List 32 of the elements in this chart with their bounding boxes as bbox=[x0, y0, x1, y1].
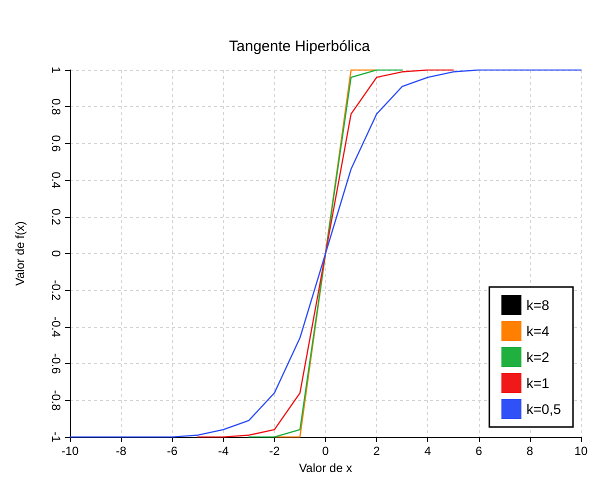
x-tick-label: 8 bbox=[526, 444, 534, 458]
x-tick-label: -8 bbox=[116, 444, 127, 458]
line-series bbox=[197, 69, 454, 438]
line-series bbox=[248, 69, 403, 438]
legend-label: k=8 bbox=[526, 297, 550, 313]
x-tick-label: 4 bbox=[424, 444, 432, 458]
y-tick-label: 0.2 bbox=[49, 208, 63, 226]
y-tick-label: -0.8 bbox=[49, 390, 63, 411]
legend-label: k=4 bbox=[526, 323, 550, 339]
y-tick-label: 0.4 bbox=[49, 172, 63, 189]
y-tick-label: -0.2 bbox=[49, 280, 63, 301]
y-tick-label: 0 bbox=[49, 250, 63, 258]
legend-label: k=0,5 bbox=[526, 401, 562, 417]
chart-title: Tangente Hiperbólica bbox=[229, 38, 371, 55]
x-axis-title: Valor de x bbox=[298, 460, 352, 475]
x-tick-label: 0 bbox=[322, 444, 330, 458]
x-tick-label: -10 bbox=[61, 444, 79, 458]
x-tick-label: 6 bbox=[475, 444, 482, 458]
x-tick-label: -4 bbox=[218, 444, 229, 458]
x-tick-label: -6 bbox=[166, 444, 178, 458]
y-tick-label: -1 bbox=[49, 432, 63, 443]
y-axis-title: Valor de f(x) bbox=[13, 221, 27, 286]
y-tick-label: 0.6 bbox=[49, 135, 63, 152]
y-tick-label: -0.4 bbox=[49, 316, 63, 338]
x-tick-label: -2 bbox=[269, 444, 280, 458]
y-tick-label: 0.8 bbox=[49, 98, 63, 116]
y-tick-label: 1 bbox=[49, 66, 63, 74]
legend-label: k=2 bbox=[526, 349, 550, 365]
y-tick-label: -0.6 bbox=[49, 353, 63, 374]
legend-label: k=1 bbox=[526, 375, 550, 391]
x-tick-label: 2 bbox=[373, 444, 380, 458]
x-tick-label: 10 bbox=[574, 444, 588, 458]
